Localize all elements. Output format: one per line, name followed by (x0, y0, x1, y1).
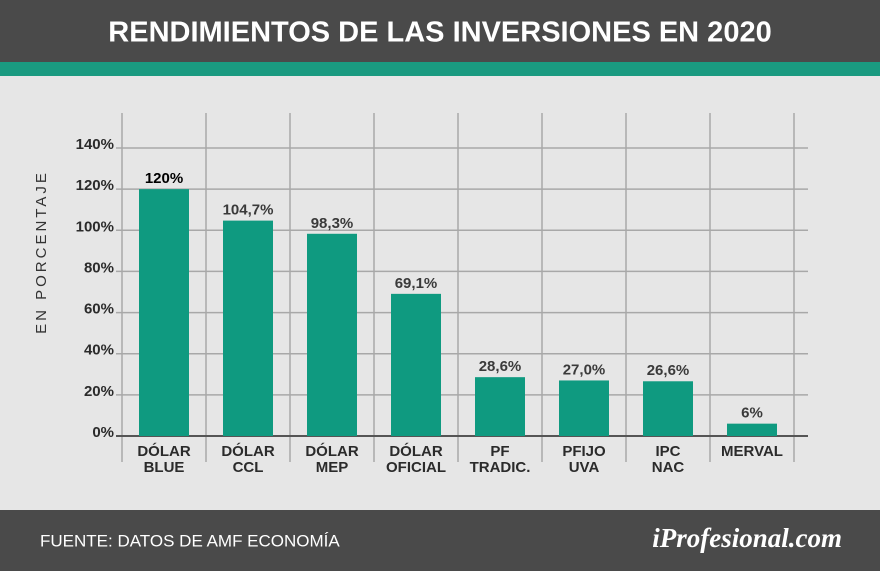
y-tick-label: 20% (84, 383, 114, 400)
x-tick-label: MERVAL (721, 443, 783, 460)
bar (475, 377, 525, 436)
brand-logo: iProfesional.com (652, 523, 842, 553)
source: FUENTE: DATOS DE AMF ECONOMÍA (40, 531, 340, 550)
x-tick-label: DÓLAR CCL (221, 443, 275, 476)
y-tick-label: 100% (76, 218, 114, 235)
value-label: 98,3% (311, 215, 354, 232)
y-axis-label: EN PORCENTAJE (33, 170, 50, 334)
y-tick-label: 40% (84, 342, 114, 359)
x-tick-label: DÓLAR OFICIAL (386, 443, 446, 476)
bar (727, 423, 777, 436)
bar (391, 293, 441, 436)
bar (139, 189, 189, 436)
header-stripe (0, 62, 880, 76)
bar (643, 381, 693, 436)
footer-bar (0, 510, 880, 571)
value-label: 104,7% (223, 202, 274, 219)
x-tick-label: PF TRADIC. (469, 443, 531, 476)
y-tick-label: 80% (84, 259, 114, 276)
bar (223, 220, 273, 436)
y-tick-label: 120% (76, 177, 114, 194)
x-tick-label: PFIJO UVA (562, 443, 606, 476)
y-tick-label: 140% (76, 136, 114, 153)
x-tick-label: DÓLAR MEP (305, 443, 359, 476)
value-label: 26,6% (647, 362, 690, 379)
value-label: 27,0% (563, 361, 606, 378)
y-tick-label: 60% (84, 301, 114, 318)
value-label: 28,6% (479, 358, 522, 375)
header-bar (0, 0, 880, 62)
value-label: 6% (741, 405, 763, 422)
x-tick-label: IPC NAC (651, 443, 685, 476)
title: RENDIMIENTOS DE LAS INVERSIONES EN 2020 (108, 17, 771, 49)
x-tick-label: DÓLAR BLUE (137, 443, 191, 476)
bar (559, 380, 609, 436)
bar (307, 233, 357, 436)
y-tick-label: 0% (92, 424, 114, 441)
value-label: 120% (145, 170, 183, 187)
value-label: 69,1% (395, 275, 438, 292)
